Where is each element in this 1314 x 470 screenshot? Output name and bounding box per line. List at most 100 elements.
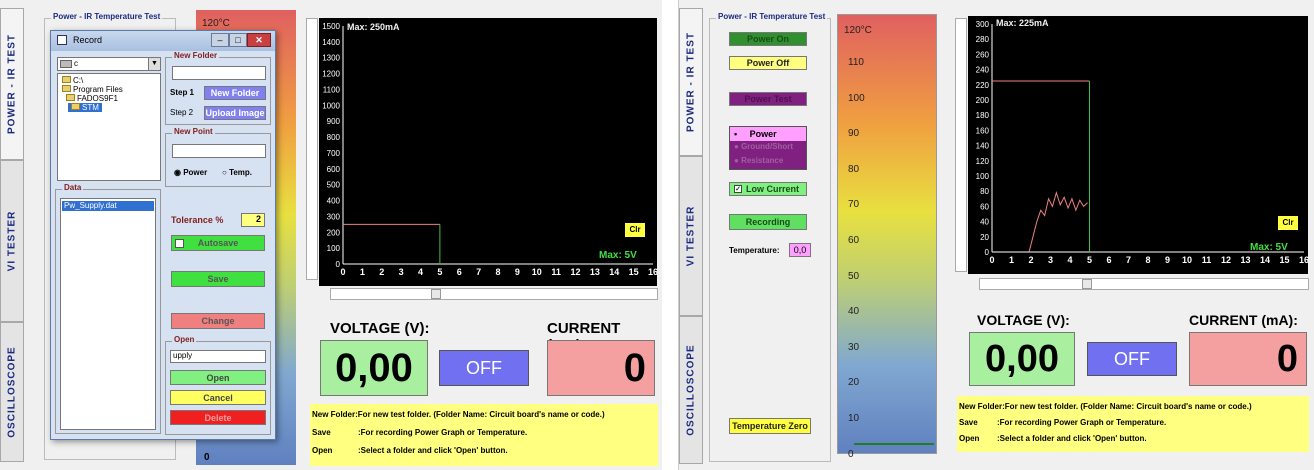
folder-icon — [71, 103, 80, 110]
scale-tick-label: 60 — [848, 235, 860, 246]
info-key: Open — [959, 434, 980, 443]
power-graph: 1500 1400 1300 1200 1100 1000 900 800 700 600 500 4… — [319, 18, 657, 286]
drive-select[interactable]: c ▼ — [57, 57, 161, 71]
new-folder-button[interactable]: New Folder — [204, 86, 266, 100]
step2-label: Step 2 — [170, 108, 194, 117]
x-tick-label: 14 — [1260, 255, 1270, 265]
tab-vi-tester[interactable]: VI TESTER — [0, 160, 24, 322]
clear-button[interactable]: Clr — [1278, 216, 1298, 230]
tab-oscilloscope[interactable]: OSCILLOSCOPE — [679, 316, 703, 464]
y-tick-label: 600 — [327, 165, 341, 174]
delete-button[interactable]: Delete — [170, 410, 266, 425]
x-tick-label: 16 — [1299, 255, 1308, 265]
x-tick-label: 6 — [1106, 255, 1111, 265]
x-tick-label: 4 — [418, 267, 423, 277]
scale-top-label: 120°C — [844, 25, 872, 36]
x-tick-label: 7 — [476, 267, 481, 277]
cancel-button[interactable]: Cancel — [170, 390, 266, 405]
x-tick-label: 1 — [360, 267, 365, 277]
scale-tick-label: 20 — [848, 377, 860, 389]
maximize-icon[interactable]: □ — [229, 33, 247, 47]
change-button[interactable]: Change — [171, 313, 265, 329]
y-tick-label: 300 — [327, 212, 341, 221]
temperature-zero-button[interactable]: Temperature Zero — [729, 418, 811, 434]
x-tick-label: 6 — [457, 267, 462, 277]
tab-label: VI TESTER — [685, 205, 697, 267]
clear-button[interactable]: Clr — [625, 223, 645, 237]
data-list-item[interactable]: Pw_Supply.dat — [62, 201, 154, 211]
y-tick-label: 200 — [327, 228, 341, 237]
tab-power-ir-test[interactable]: POWER - IR TEST — [679, 8, 703, 156]
group-title: Open — [172, 335, 197, 344]
plot-horizontal-scrollbar[interactable] — [330, 288, 658, 300]
radio-power[interactable]: ◉ Power — [174, 168, 208, 177]
close-icon[interactable]: ✕ — [247, 33, 271, 47]
off-button[interactable]: OFF — [1087, 342, 1177, 376]
scroll-thumb[interactable] — [431, 289, 441, 299]
info-key: New Folder — [312, 410, 356, 419]
dialog-titlebar[interactable]: Record – □ ✕ — [51, 31, 275, 51]
temperature-scale: 120°C 110 100 90 80 70 60 50 40 30 20 10 0 — [837, 14, 937, 460]
radio-resistance[interactable]: ● Resistance — [734, 156, 784, 165]
x-tick-label: 13 — [1240, 255, 1250, 265]
measured-trace — [1028, 190, 1088, 253]
new-point-input[interactable] — [172, 144, 266, 158]
tolerance-input[interactable]: 2 — [241, 213, 265, 227]
tree-item[interactable]: Program Files — [62, 85, 123, 94]
scale-tick-label: 40 — [848, 306, 860, 318]
tab-vi-tester[interactable]: VI TESTER — [679, 156, 703, 316]
checkbox-label: Autosave — [197, 238, 239, 248]
group-title: New Point — [172, 127, 215, 136]
x-tick-label: 16 — [648, 267, 657, 277]
y-tick-label: 500 — [327, 181, 341, 190]
help-info-box: New Folder:For new test folder. (Folder … — [957, 396, 1309, 452]
folder-tree: C:\ Program Files FADOS9F1 STM — [57, 73, 161, 181]
tab-oscilloscope[interactable]: OSCILLOSCOPE — [0, 322, 24, 462]
tree-item-selected[interactable]: STM — [68, 103, 102, 112]
info-text: :For recording Power Graph or Temperatur… — [358, 428, 528, 437]
open-button[interactable]: Open — [170, 370, 266, 385]
low-current-checkbox[interactable]: ✓ Low Current — [729, 182, 807, 196]
scroll-thumb[interactable] — [1082, 279, 1092, 289]
tree-item[interactable]: C:\ — [62, 76, 83, 85]
power-on-button[interactable]: Power On — [729, 32, 807, 46]
minimize-icon[interactable]: – — [211, 33, 229, 47]
x-tick-label: 10 — [532, 267, 542, 277]
radio-label: Ground/Short — [741, 142, 794, 151]
y-tick-label: 900 — [327, 117, 341, 126]
new-folder-input[interactable] — [172, 66, 266, 80]
info-text: :For new test folder. (Folder Name: Circ… — [355, 410, 605, 419]
radio-ground-short[interactable]: ● Ground/Short — [734, 142, 794, 151]
plot-vertical-scrollbar[interactable] — [306, 18, 318, 280]
tab-label: VI TESTER — [6, 210, 18, 272]
save-button[interactable]: Save — [171, 271, 265, 287]
upload-image-button[interactable]: Upload Image — [204, 106, 266, 120]
recording-button[interactable]: Recording — [729, 214, 807, 230]
off-button[interactable]: OFF — [439, 350, 529, 386]
data-list[interactable]: Pw_Supply.dat — [60, 198, 156, 430]
plot-horizontal-scrollbar[interactable] — [979, 278, 1309, 290]
chevron-down-icon[interactable]: ▼ — [148, 58, 160, 70]
y-tick-label: 60 — [980, 202, 989, 211]
y-tick-label: 1100 — [323, 85, 341, 94]
temperature-label: Temperature: — [729, 246, 780, 255]
scale-tick-label: 30 — [848, 341, 860, 353]
tab-label: POWER - IR TEST — [6, 34, 18, 134]
open-input[interactable]: upply — [170, 350, 266, 363]
info-key: New Folder — [959, 402, 1003, 411]
autosave-checkbox[interactable]: Autosave — [171, 235, 265, 251]
x-tick-label: 15 — [629, 267, 639, 277]
tree-item[interactable]: FADOS9F1 — [66, 94, 118, 103]
plot-vertical-scrollbar[interactable] — [955, 18, 967, 272]
tab-power-ir-test[interactable]: POWER - IR TEST — [0, 8, 24, 160]
power-off-button[interactable]: Power Off — [729, 56, 807, 70]
radio-power[interactable]: • Power — [730, 127, 806, 141]
power-test-button[interactable]: Power Test — [729, 92, 807, 106]
mode-radio-group: • Power ● Ground/Short ● Resistance — [729, 126, 807, 170]
x-tick-label: 9 — [1165, 255, 1170, 265]
x-tick-label: 3 — [399, 267, 404, 277]
x-tick-label: 13 — [590, 267, 600, 277]
info-text: :Select a folder and click 'Open' button… — [358, 446, 508, 455]
radio-temp[interactable]: ○ Temp. — [222, 168, 253, 177]
y-tick-label: 1300 — [322, 54, 340, 63]
